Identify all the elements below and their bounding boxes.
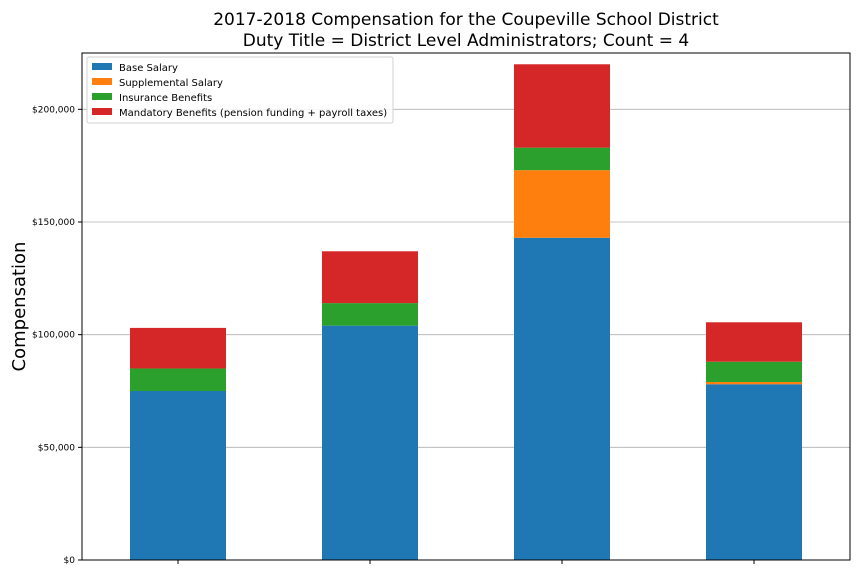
bar-segment — [322, 325, 418, 560]
legend-swatch — [92, 108, 112, 115]
bar-segment — [706, 381, 802, 385]
x-axis — [177, 560, 755, 564]
bar-segment — [322, 303, 418, 326]
bar-segment — [514, 237, 610, 561]
bar-segment — [322, 251, 418, 304]
legend-frame — [86, 56, 394, 124]
legend-label: Supplemental Salary — [119, 78, 223, 89]
chart-title-line-1: 2017-2018 Compensation for the Coupevill… — [213, 10, 719, 30]
legend-label: Mandatory Benefits (pension funding + pa… — [119, 108, 387, 119]
legend-label: Insurance Benefits — [119, 93, 212, 104]
plot-frame — [81, 52, 851, 561]
legend-swatch — [92, 93, 112, 100]
bar-segment — [130, 368, 226, 391]
bar-segment — [514, 170, 610, 238]
bar-segment — [130, 327, 226, 369]
y-tick-label: $50,000 — [38, 443, 75, 453]
chart-title-line-2: Duty Title = District Level Administrato… — [243, 31, 689, 51]
y-axis: $0 $50,000 $100,000 $150,000 $200,000 — [32, 105, 82, 566]
y-tick-label: $200,000 — [32, 105, 75, 115]
y-tick-label: $150,000 — [32, 218, 75, 228]
legend-label: Base Salary — [119, 63, 178, 74]
bar-segment — [514, 147, 610, 171]
bars — [130, 64, 802, 561]
bar-segment — [706, 322, 802, 362]
bar-segment — [706, 384, 802, 560]
y-tick-label: $100,000 — [32, 331, 75, 341]
legend-swatch — [92, 63, 112, 70]
legend: Base Salary Supplemental Salary Insurance … — [86, 56, 394, 124]
y-axis-label: Compensation — [9, 242, 30, 372]
bar-segment — [706, 361, 802, 382]
bar-segment — [514, 64, 610, 148]
y-tick-label: $0 — [64, 556, 76, 566]
bar-segment — [130, 391, 226, 560]
legend-swatch — [92, 78, 112, 85]
